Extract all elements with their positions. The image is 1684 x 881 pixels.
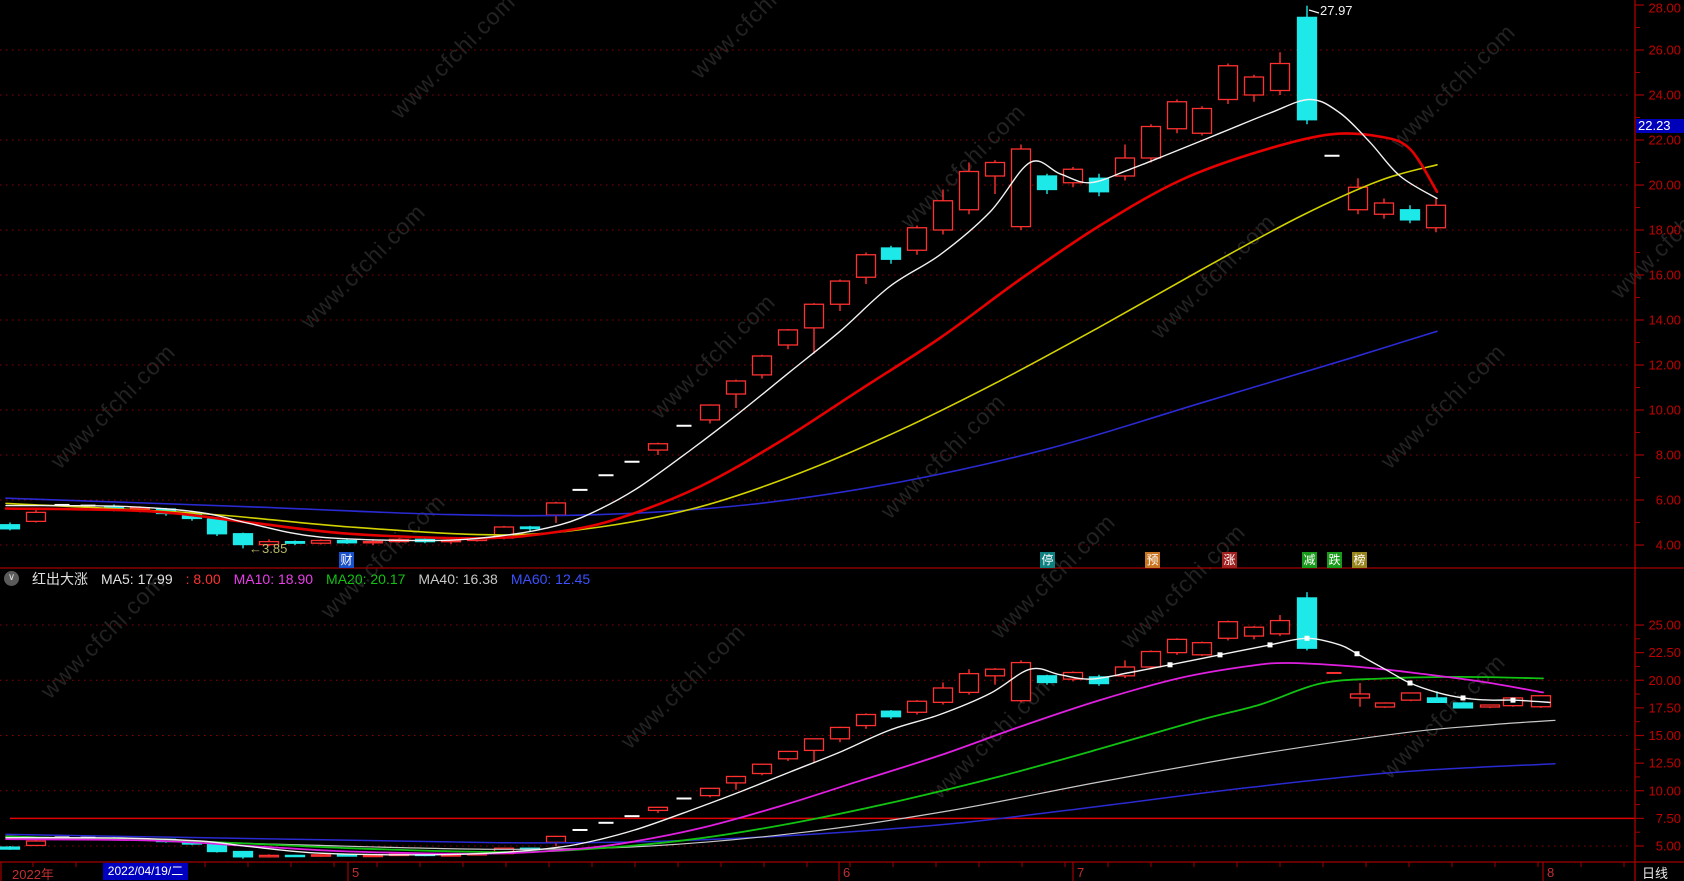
legend-ma60: MA60: 12.45 (510, 570, 591, 587)
y-axis-label: 22.00 (1648, 133, 1681, 148)
time-axis[interactable]: 5 6 7 8 (0, 862, 1625, 881)
period-selector-label[interactable]: 日线 (1642, 866, 1669, 881)
y-axis-label: 16.00 (1648, 268, 1681, 283)
watermark-text: www.cfchi.com (1374, 338, 1510, 474)
event-marker-badge[interactable]: 停 (1040, 552, 1055, 568)
event-marker-badge[interactable]: 减 (1302, 552, 1317, 568)
watermark-text: www.cfchi.com (894, 98, 1030, 234)
y-axis-label: 15.00 (1648, 728, 1681, 743)
indicator-MA60-line (5, 762, 1556, 844)
watermark-text: www.cfchi.com (874, 388, 1010, 524)
indicator-MA10-line (5, 662, 1544, 855)
month-label: 5 (352, 865, 359, 880)
main-panel-gridlines (0, 49, 1631, 546)
watermark-text: www.cfchi.com (44, 338, 180, 474)
start-date-box: 2022/04/19/二 (103, 863, 188, 880)
legend-param: : 8.00 (185, 570, 221, 587)
legend-ma5: MA5: 17.99 (101, 570, 173, 587)
year-label: 2022年 (12, 867, 54, 881)
y-axis-label: 28.00 (1648, 1, 1681, 16)
y-axis-label: 22.50 (1648, 645, 1681, 660)
high-price-annotation: 27.97 (1320, 3, 1353, 18)
watermark-text: www.cfchi.com (294, 198, 430, 334)
main-price-axis: 28.00 26.00 24.00 22.00 20.00 18.00 16.00 14.00… (1635, 1, 1681, 553)
watermark-text: www.cfchi.com (314, 488, 450, 624)
y-axis-label: 20.00 (1648, 178, 1681, 193)
indicator-ma5-markers (1167, 635, 1516, 703)
y-axis-label: 10.00 (1648, 403, 1681, 418)
y-axis-label: 12.50 (1648, 756, 1681, 771)
y-axis-label: 5.00 (1656, 839, 1681, 854)
indicator-legend-row: ∨ 红出大涨 MA5: 17.99 : 8.00 MA10: 18.90 MA2… (4, 568, 590, 589)
y-axis-label: 8.00 (1656, 448, 1681, 463)
main-MA20-line (5, 164, 1438, 536)
legend-ma40: MA40: 16.38 (418, 570, 498, 587)
legend-ma10: MA10: 18.90 (233, 570, 314, 587)
y-axis-label: 26.00 (1648, 43, 1681, 58)
month-label: 8 (1547, 865, 1554, 880)
indicator-name: 红出大涨 (32, 570, 88, 587)
y-axis-label: 6.00 (1656, 493, 1681, 508)
event-marker-badge[interactable]: 财 (339, 552, 354, 568)
collapse-indicator-icon[interactable]: ∨ (4, 571, 19, 586)
main-MA60-line (5, 330, 1438, 517)
watermark-text: www.cfchi.com (1374, 648, 1510, 784)
y-axis-label: 7.50 (1656, 811, 1681, 826)
y-axis-label: 12.00 (1648, 358, 1681, 373)
month-label: 7 (1077, 865, 1084, 880)
indicator-MA40-line (5, 719, 1556, 850)
watermark-text: www.cfchi.com (984, 508, 1120, 644)
y-axis-label: 18.00 (1648, 223, 1681, 238)
y-axis-label: 24.00 (1648, 88, 1681, 103)
main-MA10-line (4, 132, 1439, 540)
indicator-MA20-line (5, 676, 1544, 853)
high-annotation-pointer (1308, 9, 1320, 14)
event-marker-badge[interactable]: 榜 (1352, 552, 1367, 568)
indicator-MA5-line (5, 637, 1551, 856)
watermark-layer: www.cfchi.comwww.cfchi.comwww.cfchi.comw… (34, 0, 1684, 804)
low-price-annotation: ←3.85 (249, 541, 288, 556)
y-axis-label: 14.00 (1648, 313, 1681, 328)
month-label: 6 (843, 865, 850, 880)
y-axis-label: 20.00 (1648, 673, 1681, 688)
watermark-text: www.cfchi.com (684, 0, 820, 84)
y-axis-label: 4.00 (1656, 538, 1681, 553)
current-price-tag: 22.23 (1636, 119, 1684, 133)
event-marker-badge[interactable]: 涨 (1222, 552, 1237, 568)
legend-ma20: MA20: 20.17 (326, 570, 406, 587)
watermark-text: www.cfchi.com (384, 0, 520, 124)
watermark-text: www.cfchi.com (1384, 18, 1520, 154)
y-axis-label: 17.50 (1648, 700, 1681, 715)
event-marker-badge[interactable]: 跌 (1327, 552, 1342, 568)
indicator-price-axis: 25.00 22.50 20.00 17.50 15.00 12.50 10.00 7.50 5… (1635, 618, 1681, 854)
event-marker-badge[interactable]: 预 (1145, 552, 1160, 568)
watermark-text: www.cfchi.com (614, 618, 750, 754)
y-axis-label: 10.00 (1648, 783, 1681, 798)
main-MA5-line (5, 98, 1438, 542)
y-axis-label: 25.00 (1648, 618, 1681, 633)
watermark-text: www.cfchi.com (1144, 208, 1280, 344)
